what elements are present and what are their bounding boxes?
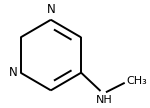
Text: CH₃: CH₃ (127, 76, 147, 86)
Text: NH: NH (96, 95, 112, 105)
Text: N: N (9, 66, 18, 79)
Text: N: N (46, 3, 55, 16)
